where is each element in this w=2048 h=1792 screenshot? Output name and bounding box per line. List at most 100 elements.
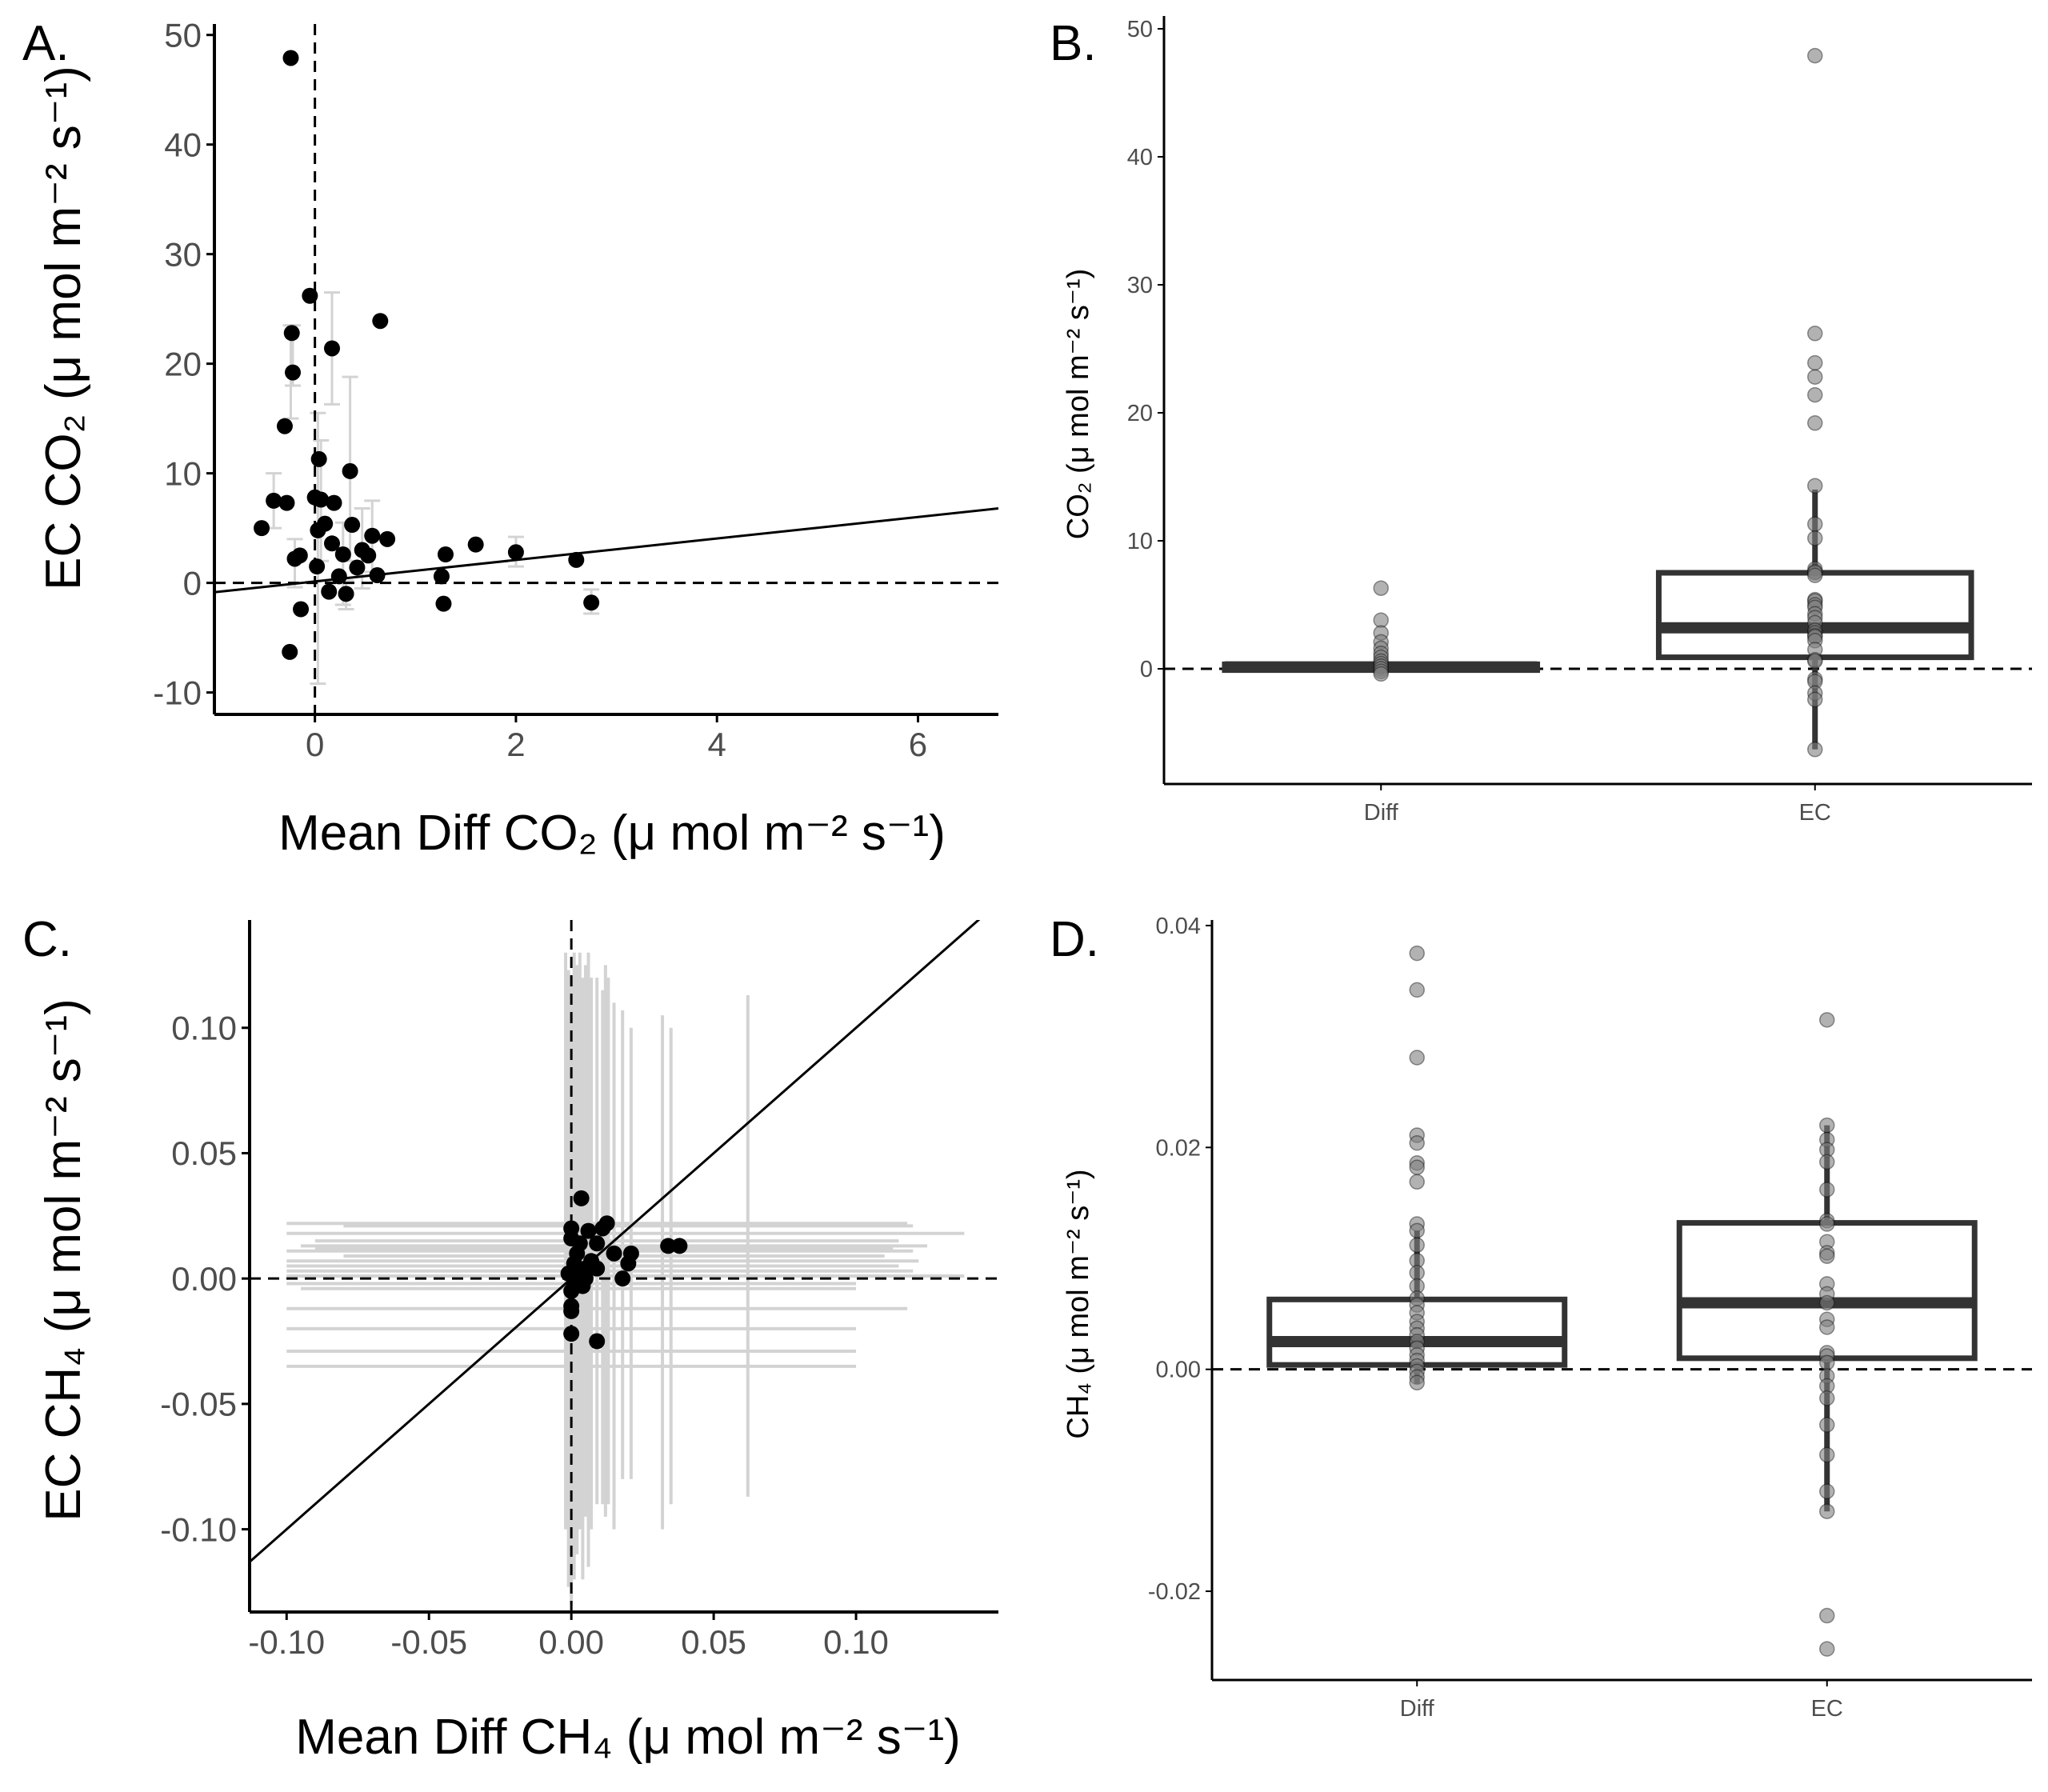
y-tick-label: 0.00 — [1156, 1358, 1201, 1383]
panel-b-plot: 0 10 20 30 40 50 Diff EC — [1127, 16, 2032, 826]
panel-d-y-axis-title: CH₄ (μ mol m⁻² s⁻¹) — [1062, 1169, 1095, 1438]
data-point — [507, 544, 524, 561]
panel-b-letter: B. — [1050, 16, 1097, 71]
data-point — [338, 586, 354, 602]
data-point — [660, 1238, 677, 1254]
data-point — [467, 536, 484, 553]
data-point — [379, 530, 396, 547]
data-point — [321, 583, 338, 600]
y-tick-label: 40 — [1127, 145, 1153, 170]
jitter-point — [1373, 666, 1389, 682]
panel-a-scatter-co2: A. -10 0 10 20 30 40 50 0 2 4 6 Mean Diff CO₂ (μ m… — [22, 16, 998, 861]
data-point — [594, 1220, 611, 1237]
data-point — [286, 550, 303, 567]
data-point — [330, 568, 347, 585]
x-tick-label: 0.05 — [681, 1623, 746, 1661]
jitter-point — [1807, 742, 1823, 758]
panel-c-plot: -0.10 -0.05 0.00 0.05 0.10 -0.10 -0.05 0.00 0.05… — [160, 920, 998, 1661]
jitter-point — [1819, 1503, 1835, 1519]
jitter-point — [1819, 1117, 1835, 1134]
jitter-point — [1807, 47, 1823, 64]
x-tick-label: EC — [1799, 800, 1831, 826]
data-point — [435, 595, 452, 612]
x-tick-label: Diff — [1400, 1696, 1435, 1722]
jitter-point — [1819, 1319, 1835, 1335]
jitter-point — [1807, 354, 1823, 371]
panel-c-scatter-ch4: C. -0.10 -0.05 0.00 0.05 0.10 -0.10 -0.05 0.00 0… — [22, 912, 998, 1765]
x-tick-label: 6 — [909, 726, 927, 763]
y-tick-label: 20 — [164, 345, 202, 382]
data-point — [589, 1333, 606, 1350]
jitter-point — [1807, 530, 1823, 546]
jitter-point — [1807, 691, 1823, 708]
data-point — [589, 1235, 606, 1252]
data-point — [276, 418, 293, 434]
jitter-point — [1819, 1483, 1835, 1499]
jitter-point — [1819, 1216, 1835, 1232]
panel-d-boxplot-ch4: D. -0.02 0.00 0.02 0.04 Diff EC CH₄ (μ mol m⁻… — [1050, 912, 2032, 1722]
y-tick-label: -0.05 — [160, 1386, 237, 1423]
y-tick-label: -0.02 — [1148, 1579, 1201, 1605]
data-point — [293, 601, 310, 618]
data-point — [349, 559, 366, 576]
panel-d-letter: D. — [1050, 912, 1099, 967]
jitter-point — [1807, 369, 1823, 385]
data-point — [563, 1282, 580, 1299]
jitter-point — [1409, 1135, 1425, 1151]
data-point — [302, 287, 318, 304]
jitter-point — [1819, 1641, 1835, 1657]
x-tick-label: 4 — [708, 726, 726, 763]
jitter-point — [1409, 1374, 1425, 1391]
x-tick-label: EC — [1811, 1696, 1843, 1722]
jitter-point — [1819, 1390, 1835, 1406]
y-tick-label: 0.10 — [171, 1009, 237, 1046]
data-point — [282, 50, 299, 66]
jitter-point — [1409, 1159, 1425, 1176]
jitter-point — [1819, 1446, 1835, 1463]
jitter-point — [1409, 945, 1425, 962]
x-tick-label: 0.10 — [823, 1623, 889, 1661]
data-point — [324, 535, 340, 552]
jitter-point — [1373, 580, 1389, 596]
data-point — [334, 546, 351, 563]
data-point — [372, 313, 389, 330]
jitter-point — [1819, 1607, 1835, 1624]
data-point — [283, 325, 300, 342]
y-tick-label: -10 — [153, 674, 202, 711]
data-point — [563, 1326, 580, 1342]
jitter-point — [1819, 1012, 1835, 1028]
y-tick-label: 0.02 — [1156, 1135, 1201, 1161]
data-point — [568, 551, 585, 568]
y-tick-label: 0 — [183, 564, 202, 602]
data-point — [310, 450, 327, 467]
data-point — [344, 517, 361, 534]
x-tick-label: -0.10 — [248, 1623, 325, 1661]
data-point — [563, 1302, 580, 1319]
y-tick-label: 50 — [1127, 17, 1153, 42]
data-point — [254, 520, 270, 537]
regression-line — [250, 920, 981, 1563]
y-tick-label: -0.10 — [160, 1510, 237, 1548]
data-point — [583, 594, 600, 611]
jitter-point — [1807, 326, 1823, 342]
panel-c-letter: C. — [22, 912, 72, 967]
panel-d-plot: -0.02 0.00 0.02 0.04 Diff EC — [1148, 914, 2032, 1722]
data-point — [326, 494, 342, 511]
jitter-point — [1409, 1174, 1425, 1190]
data-point — [360, 547, 377, 564]
data-point — [620, 1255, 637, 1272]
panel-a-x-axis-title: Mean Diff CO₂ (μ mol m⁻² s⁻¹) — [278, 806, 946, 861]
jitter-point — [1807, 415, 1823, 431]
y-tick-label: 0 — [1140, 657, 1153, 682]
x-tick-label: Diff — [1364, 800, 1399, 826]
y-tick-label: 30 — [1127, 273, 1153, 298]
data-point — [573, 1190, 590, 1206]
jitter-point — [1409, 1222, 1425, 1239]
data-point — [309, 558, 326, 575]
jitter-point — [1819, 1182, 1835, 1198]
jitter-point — [1807, 567, 1823, 583]
x-tick-label: 0 — [306, 726, 324, 763]
x-tick-label: 0.00 — [538, 1623, 604, 1661]
